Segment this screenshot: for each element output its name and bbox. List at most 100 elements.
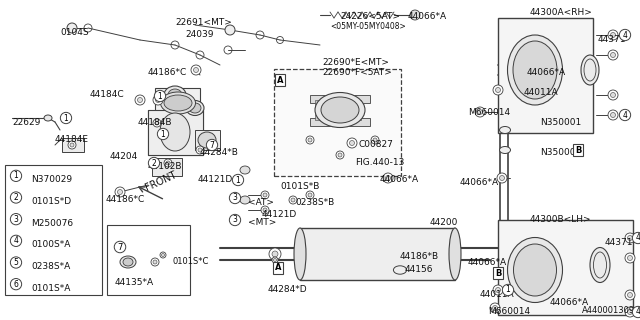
Circle shape (306, 136, 314, 144)
Text: 44066*A: 44066*A (550, 298, 589, 307)
Text: A: A (275, 263, 281, 273)
Text: 3: 3 (232, 215, 237, 225)
Ellipse shape (315, 92, 365, 127)
Text: 0101S*B: 0101S*B (280, 182, 319, 191)
Circle shape (263, 193, 267, 197)
Ellipse shape (240, 166, 250, 174)
Text: 44186*C: 44186*C (148, 68, 188, 77)
Circle shape (410, 10, 420, 20)
Circle shape (336, 151, 344, 159)
Bar (315, 107, 325, 113)
Circle shape (289, 196, 297, 204)
Ellipse shape (120, 256, 136, 268)
Ellipse shape (513, 41, 557, 99)
Circle shape (477, 109, 483, 115)
Circle shape (261, 206, 269, 214)
Text: 44066*A: 44066*A (380, 175, 419, 184)
Text: 44284*B: 44284*B (200, 148, 239, 157)
Text: 6: 6 (13, 280, 19, 289)
Circle shape (625, 307, 635, 317)
Circle shape (263, 208, 267, 212)
Circle shape (383, 173, 393, 183)
Circle shape (611, 92, 616, 98)
Bar (327, 107, 337, 113)
Text: 44184E: 44184E (55, 135, 89, 144)
Circle shape (371, 136, 379, 144)
Circle shape (306, 191, 314, 199)
Circle shape (385, 175, 390, 180)
Ellipse shape (161, 92, 195, 114)
Text: FRONT: FRONT (144, 170, 179, 193)
Text: A: A (276, 76, 284, 84)
Circle shape (499, 175, 504, 180)
Text: 0238S*A: 0238S*A (31, 262, 70, 271)
Text: 1: 1 (161, 130, 165, 139)
Circle shape (151, 258, 159, 266)
Text: <MT>: <MT> (248, 218, 276, 227)
Circle shape (153, 119, 161, 127)
Circle shape (493, 285, 503, 295)
Text: B: B (495, 268, 501, 277)
Text: 4: 4 (636, 308, 640, 316)
Ellipse shape (240, 196, 250, 204)
Text: 44184B: 44184B (138, 118, 173, 127)
Bar (62, 138, 84, 152)
Bar (498, 220, 633, 315)
FancyBboxPatch shape (274, 69, 401, 176)
Circle shape (475, 107, 485, 117)
Bar (155, 88, 200, 118)
Text: 44066*A: 44066*A (527, 68, 566, 77)
Bar (315, 114, 325, 120)
Circle shape (627, 236, 632, 241)
Text: <AT>: <AT> (248, 198, 274, 207)
Circle shape (497, 173, 507, 183)
Circle shape (627, 255, 632, 260)
Circle shape (611, 113, 616, 117)
Text: 44121D: 44121D (198, 175, 233, 184)
Bar (148, 110, 203, 155)
Circle shape (156, 98, 161, 102)
Circle shape (164, 159, 172, 167)
Circle shape (495, 287, 500, 292)
Text: 2: 2 (13, 193, 19, 202)
Text: 1: 1 (157, 92, 163, 100)
Circle shape (160, 252, 166, 258)
Bar (315, 100, 325, 106)
Circle shape (272, 257, 278, 263)
Text: 44011A: 44011A (480, 290, 515, 299)
Circle shape (493, 85, 503, 95)
Bar (327, 114, 337, 120)
Text: 5: 5 (13, 258, 19, 267)
Text: 1: 1 (236, 175, 241, 185)
Text: B: B (575, 146, 581, 155)
Text: 0100S*A: 0100S*A (31, 240, 70, 249)
Circle shape (191, 65, 201, 75)
Bar (195, 130, 220, 150)
Ellipse shape (186, 100, 204, 116)
Circle shape (627, 309, 632, 315)
Circle shape (153, 95, 163, 105)
Text: 22629: 22629 (12, 118, 40, 127)
Text: 0101S*D: 0101S*D (31, 197, 71, 206)
Text: 7: 7 (209, 140, 214, 149)
Text: 44300A<RH>: 44300A<RH> (530, 8, 593, 17)
Ellipse shape (164, 95, 192, 111)
Circle shape (155, 121, 159, 125)
Text: 7: 7 (117, 243, 123, 252)
Text: 1: 1 (506, 285, 510, 294)
Circle shape (625, 290, 635, 300)
Text: 44156: 44156 (405, 265, 433, 274)
Ellipse shape (513, 244, 557, 296)
Text: 44102B: 44102B (148, 162, 182, 171)
Ellipse shape (164, 86, 186, 104)
Text: M250076: M250076 (31, 219, 73, 228)
Ellipse shape (198, 132, 216, 148)
Circle shape (115, 187, 125, 197)
Bar (351, 100, 361, 106)
Circle shape (138, 98, 143, 102)
Ellipse shape (590, 247, 610, 283)
Ellipse shape (294, 228, 306, 280)
Circle shape (273, 259, 276, 261)
Text: 44284*D: 44284*D (268, 285, 308, 294)
Text: 44371: 44371 (605, 238, 634, 247)
